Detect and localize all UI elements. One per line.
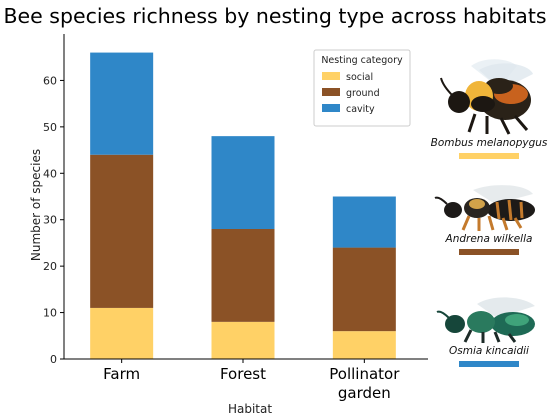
- bee-panel-1: Bombus melanopygus: [428, 56, 550, 159]
- bumblebee-icon: [440, 59, 533, 135]
- y-tick-label: 20: [43, 260, 57, 273]
- bee-color-bar-social: [459, 153, 519, 159]
- bee-color-bar-ground: [459, 249, 519, 255]
- bar-ground-2: [332, 247, 396, 332]
- legend-swatch-social: [322, 72, 340, 80]
- y-tick-label: 30: [43, 214, 57, 227]
- bee-name-3: Osmia kincaidii: [449, 345, 529, 357]
- y-tick-label: 60: [43, 74, 57, 87]
- legend: Nesting category social ground cavity: [313, 49, 411, 127]
- bar-ground-0: [90, 154, 154, 308]
- x-tick-label: Farm: [103, 365, 140, 383]
- bee-name-1: Bombus melanopygus: [430, 137, 548, 149]
- chart-title: Bee species richness by nesting type acr…: [3, 4, 547, 28]
- x-tick-label: garden: [338, 384, 391, 402]
- bee-color-bar-cavity: [459, 361, 519, 367]
- legend-swatch-ground: [322, 88, 340, 96]
- x-tick-label: Pollinator: [329, 365, 400, 383]
- bar-ground-1: [211, 229, 275, 322]
- bar-social-2: [332, 331, 396, 359]
- legend-label-cavity: cavity: [346, 104, 375, 115]
- bar-social-1: [211, 321, 275, 359]
- x-axis-label: Habitat: [228, 402, 272, 416]
- y-tick-label: 0: [50, 353, 57, 366]
- legend-swatch-cavity: [322, 104, 340, 112]
- bee-panel-2: Andrena wilkella: [428, 182, 550, 255]
- legend-title: Nesting category: [321, 55, 403, 66]
- mason-bee-icon: [436, 297, 535, 343]
- bee-name-2: Andrena wilkella: [445, 233, 533, 245]
- bar-social-0: [90, 307, 154, 359]
- bars-layer: [90, 52, 396, 359]
- axes-layer: [60, 34, 428, 363]
- mining-bee-icon: [434, 185, 535, 231]
- bar-cavity-0: [90, 52, 154, 155]
- bar-cavity-1: [211, 136, 275, 229]
- y-tick-label: 50: [43, 121, 57, 134]
- x-tick-label: Forest: [220, 365, 266, 383]
- bee-panel-3: Osmia kincaidii: [428, 292, 550, 367]
- legend-label-ground: ground: [346, 88, 380, 99]
- legend-label-social: social: [346, 72, 373, 83]
- y-tick-label: 10: [43, 307, 57, 320]
- y-tick-label: 40: [43, 167, 57, 180]
- bar-cavity-2: [332, 196, 396, 248]
- y-tick-labels: 0 10 20 30 40 50 60: [43, 74, 57, 366]
- y-axis-label: Number of species: [29, 149, 43, 261]
